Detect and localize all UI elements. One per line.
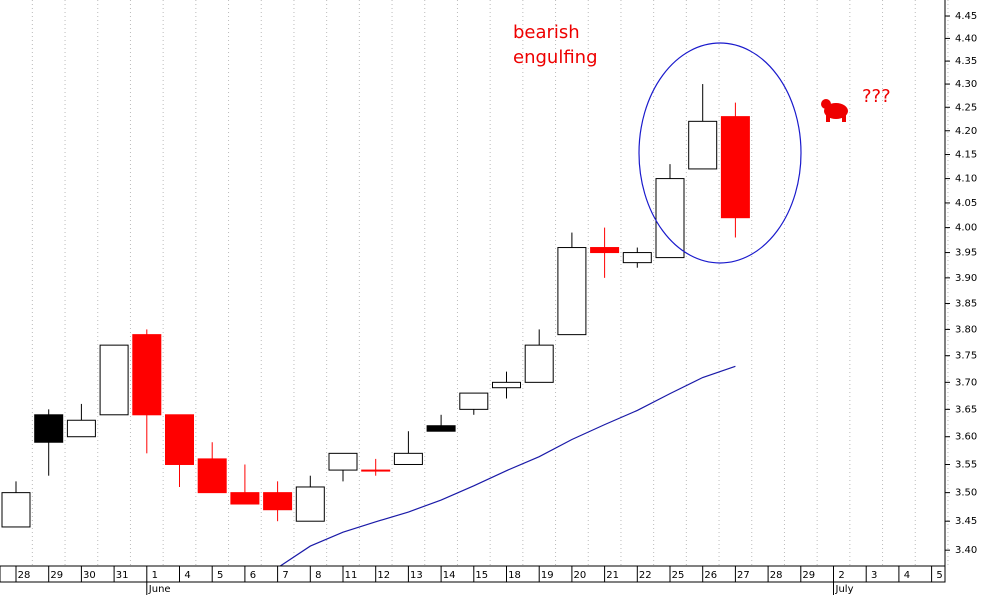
y-tick-label: 4.45 [955, 11, 977, 22]
candle-body [230, 492, 260, 505]
x-tick-label: 28 [770, 570, 783, 581]
annotation: bearish [513, 22, 580, 43]
candle-body [295, 486, 325, 522]
candle-body [34, 414, 64, 443]
x-axis [0, 565, 946, 583]
x-tick-label: 5 [936, 570, 942, 581]
candle-body [459, 392, 489, 410]
y-tick-label: 3.80 [955, 324, 977, 335]
x-tick-label: 4 [184, 570, 190, 581]
highlight-ellipse [638, 42, 802, 264]
candle-body [165, 414, 194, 465]
candle-body [393, 452, 423, 465]
x-tick-label: 30 [83, 570, 96, 581]
candle-body [263, 492, 293, 511]
candle-body [426, 425, 456, 432]
x-tick-label: 19 [541, 570, 554, 581]
y-tick-label: 4.15 [955, 150, 977, 161]
x-tick-label: 11 [345, 570, 358, 581]
y-tick-label: 3.95 [955, 248, 977, 259]
y-tick-label: 3.50 [955, 488, 977, 499]
y-tick-label: 3.40 [955, 545, 977, 556]
x-tick-label: 12 [377, 570, 390, 581]
plot-area [1, 84, 750, 566]
x-tick-label: 20 [574, 570, 587, 581]
x-tick-label: 1 [152, 570, 158, 581]
y-tick-label: 4.00 [955, 223, 977, 234]
x-tick-label: 27 [737, 570, 750, 581]
y-tick-label: 3.70 [955, 377, 977, 388]
candle-body [197, 458, 227, 494]
y-tick-label: 3.90 [955, 273, 977, 284]
x-tick-label: 31 [116, 570, 129, 581]
x-tick-label: 28 [18, 570, 31, 581]
x-tick-label: 22 [639, 570, 652, 581]
month-label: July [835, 584, 854, 595]
candle-body [492, 381, 521, 389]
candle-body [655, 178, 685, 259]
candle-body [66, 419, 96, 438]
y-tick-label: 4.35 [955, 56, 977, 67]
y-tick-label: 3.65 [955, 404, 977, 415]
x-tick-label: 4 [904, 570, 910, 581]
bear-icon [821, 99, 848, 122]
x-tick-label: 18 [508, 570, 521, 581]
x-tick-label: 7 [282, 570, 288, 581]
y-tick-label: 3.85 [955, 298, 977, 309]
x-tick-label: 2 [838, 570, 844, 581]
month-label: June [148, 584, 171, 595]
y-tick-label: 4.05 [955, 198, 977, 209]
x-tick-label: 13 [410, 570, 423, 581]
candle-body [590, 247, 620, 254]
x-tick-label: 25 [672, 570, 685, 581]
x-tick-label: 8 [315, 570, 321, 581]
y-tick-label: 3.75 [955, 351, 977, 362]
x-tick-label: 29 [802, 570, 815, 581]
candle-body [557, 247, 587, 336]
x-tick-label: 5 [217, 570, 223, 581]
moving-average-line [279, 365, 736, 566]
y-tick-label: 4.30 [955, 79, 977, 90]
candle-body [524, 344, 554, 383]
candle-body [622, 252, 652, 264]
x-tick-label: 15 [475, 570, 488, 581]
candle-body [720, 116, 750, 219]
candle-body [1, 492, 31, 528]
annotation: engulfing [513, 47, 598, 68]
x-tick-label: 21 [606, 570, 619, 581]
x-tick-label: 26 [704, 570, 717, 581]
candle-body [132, 334, 162, 416]
y-tick-label: 3.55 [955, 459, 977, 470]
y-tick-label: 4.25 [955, 102, 977, 113]
y-tick-label: 4.10 [955, 174, 977, 185]
candle-body [361, 469, 391, 472]
candle-body [99, 344, 129, 416]
candle-body [328, 452, 358, 471]
y-tick-label: 3.45 [955, 516, 977, 527]
x-tick-label: 29 [50, 570, 63, 581]
x-tick-label: 3 [871, 570, 877, 581]
y-tick-label: 3.60 [955, 432, 977, 443]
x-tick-label: 14 [443, 570, 456, 581]
y-tick-label: 4.20 [955, 126, 977, 137]
y-tick-label: 4.40 [955, 33, 977, 44]
annotation: ??? [862, 86, 891, 107]
candle-body [688, 120, 718, 170]
x-tick-label: 6 [250, 570, 256, 581]
